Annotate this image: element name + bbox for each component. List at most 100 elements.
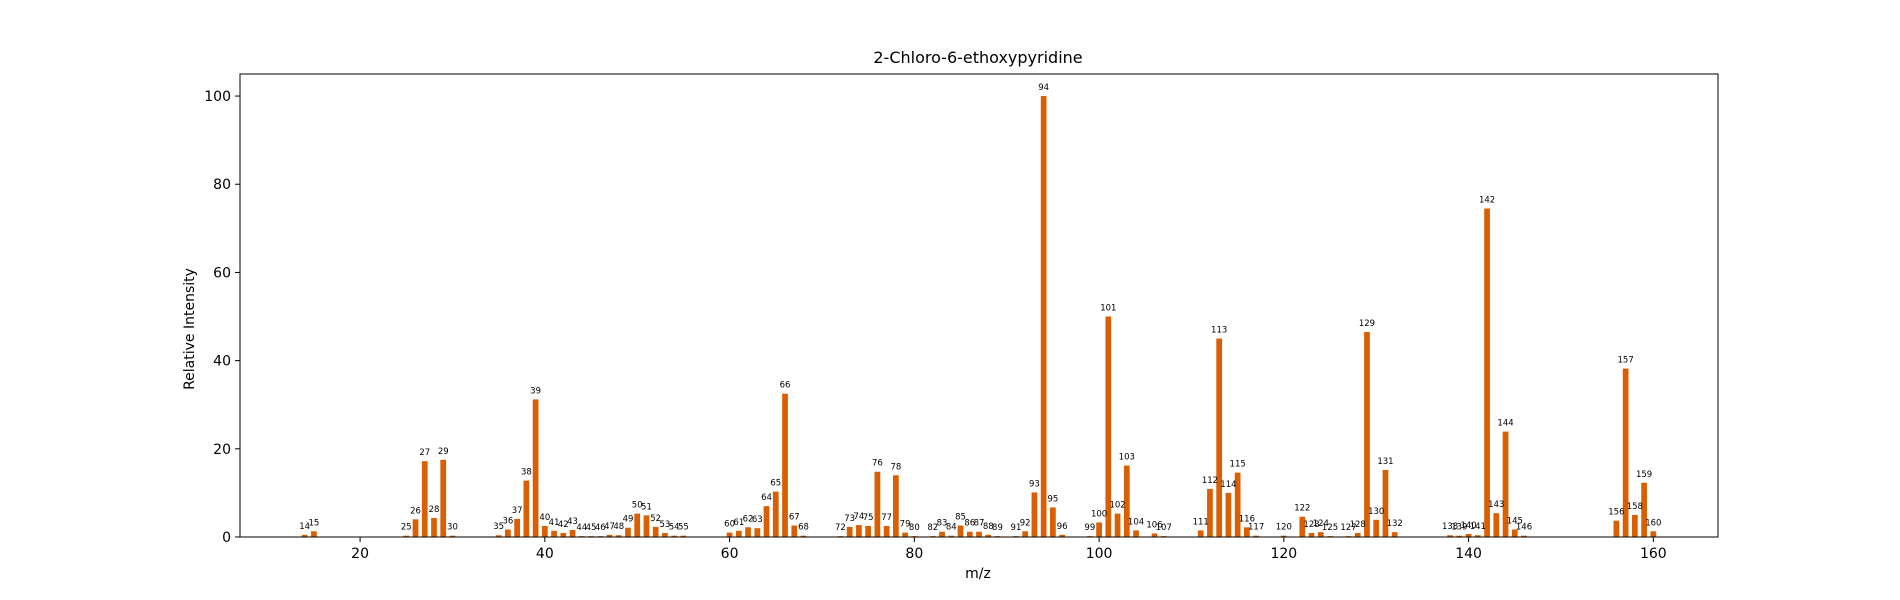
peak-bar-54 — [671, 535, 678, 537]
y-axis-label: Relative Intensity — [182, 268, 198, 390]
peak-label-38: 38 — [521, 468, 532, 478]
peak-bar-86 — [966, 531, 973, 537]
peak-bar-64 — [763, 506, 770, 537]
peak-bar-85 — [957, 525, 964, 537]
peak-bar-28 — [431, 518, 437, 537]
peak-bar-156 — [1613, 520, 1620, 537]
peak-bar-104 — [1133, 530, 1139, 537]
peak-bar-15 — [311, 531, 317, 537]
peak-bar-132 — [1391, 532, 1398, 537]
peak-label-45: 45 — [586, 523, 597, 533]
peak-label-37: 37 — [512, 506, 523, 516]
peak-label-146: 146 — [1516, 523, 1532, 533]
peak-bar-83 — [939, 531, 945, 537]
peak-label-127: 127 — [1340, 523, 1356, 533]
peak-label-124: 124 — [1313, 519, 1329, 529]
x-tick-label-160: 160 — [1640, 546, 1667, 562]
peak-bar-114 — [1225, 492, 1232, 537]
peak-label-114: 114 — [1220, 480, 1236, 490]
peak-bar-36 — [505, 529, 511, 537]
peak-bar-53 — [662, 533, 668, 537]
peak-bar-68 — [800, 535, 807, 537]
peak-label-103: 103 — [1119, 453, 1135, 463]
peak-label-94: 94 — [1038, 83, 1049, 93]
peak-label-47: 47 — [604, 522, 615, 532]
peak-label-40: 40 — [539, 513, 550, 523]
peak-bar-157 — [1622, 368, 1629, 537]
peak-label-39: 39 — [530, 386, 541, 396]
peak-bar-65 — [772, 491, 779, 537]
peak-label-27: 27 — [419, 448, 430, 458]
peak-bar-100 — [1096, 522, 1102, 537]
peak-bar-138 — [1447, 535, 1453, 537]
y-tick-label-20: 20 — [213, 442, 231, 458]
peak-bar-130 — [1373, 519, 1380, 537]
peak-label-113: 113 — [1211, 326, 1227, 336]
peak-label-100: 100 — [1091, 509, 1107, 519]
peak-bar-144 — [1502, 431, 1509, 537]
peak-bar-94 — [1040, 96, 1047, 538]
peak-label-120: 120 — [1276, 523, 1292, 533]
peak-bar-123 — [1308, 533, 1315, 537]
peak-bar-116 — [1244, 527, 1250, 537]
peak-bar-158 — [1632, 514, 1638, 537]
peak-label-52: 52 — [650, 514, 661, 524]
peak-label-48: 48 — [613, 522, 624, 532]
peak-label-96: 96 — [1057, 522, 1068, 532]
peak-bar-48 — [615, 535, 622, 537]
peak-bar-51 — [643, 515, 650, 537]
peak-label-85: 85 — [955, 513, 966, 523]
peak-bar-88 — [985, 534, 992, 537]
ticks-layer: 20 40 60 80 100 120 140 160 0 20 40 60 80 100 — [204, 89, 1666, 562]
peak-bar-146 — [1521, 535, 1527, 537]
peak-label-123: 123 — [1303, 520, 1319, 530]
peak-label-86: 86 — [964, 519, 975, 529]
peak-label-28: 28 — [429, 505, 440, 515]
peak-bar-160 — [1650, 531, 1657, 537]
peak-label-68: 68 — [798, 523, 809, 533]
peak-label-95: 95 — [1047, 494, 1058, 504]
peak-label-36: 36 — [502, 517, 513, 527]
peak-bar-40 — [541, 525, 548, 537]
peak-bar-61 — [735, 530, 742, 537]
peak-bar-120 — [1280, 535, 1287, 537]
peak-bar-14 — [301, 534, 308, 537]
peak-bar-73 — [846, 526, 853, 537]
peak-bar-78 — [893, 475, 899, 537]
peak-label-82: 82 — [927, 523, 938, 533]
peak-label-129: 129 — [1359, 319, 1375, 329]
peak-bar-49 — [625, 527, 631, 537]
peak-bar-129 — [1364, 331, 1370, 537]
peak-label-75: 75 — [863, 513, 874, 523]
peak-bar-30 — [449, 535, 456, 537]
peak-label-159: 159 — [1636, 470, 1652, 480]
peak-bar-37 — [514, 518, 520, 537]
peak-label-35: 35 — [493, 522, 504, 532]
peak-bar-106 — [1151, 533, 1158, 537]
peak-bar-141 — [1474, 535, 1481, 537]
peak-bar-115 — [1234, 472, 1241, 537]
peak-label-142: 142 — [1479, 195, 1495, 205]
y-tick-label-0: 0 — [222, 530, 231, 546]
peak-label-54: 54 — [669, 523, 680, 533]
peak-bar-159 — [1641, 482, 1647, 537]
peak-label-66: 66 — [780, 381, 791, 391]
peak-label-111: 111 — [1193, 517, 1209, 527]
peak-bar-38 — [523, 480, 530, 537]
peak-label-93: 93 — [1029, 479, 1040, 489]
peak-bar-96 — [1059, 534, 1065, 537]
peak-label-25: 25 — [401, 523, 412, 533]
peak-label-156: 156 — [1608, 508, 1624, 518]
x-tick-label-140: 140 — [1455, 546, 1482, 562]
peak-bar-102 — [1114, 513, 1121, 537]
peak-label-63: 63 — [752, 515, 763, 525]
peak-label-132: 132 — [1387, 519, 1403, 529]
peak-bar-84 — [948, 535, 955, 537]
x-tick-label-120: 120 — [1270, 546, 1297, 562]
peak-label-67: 67 — [789, 513, 800, 523]
x-tick-label-60: 60 — [721, 546, 739, 562]
peak-label-72: 72 — [835, 523, 846, 533]
